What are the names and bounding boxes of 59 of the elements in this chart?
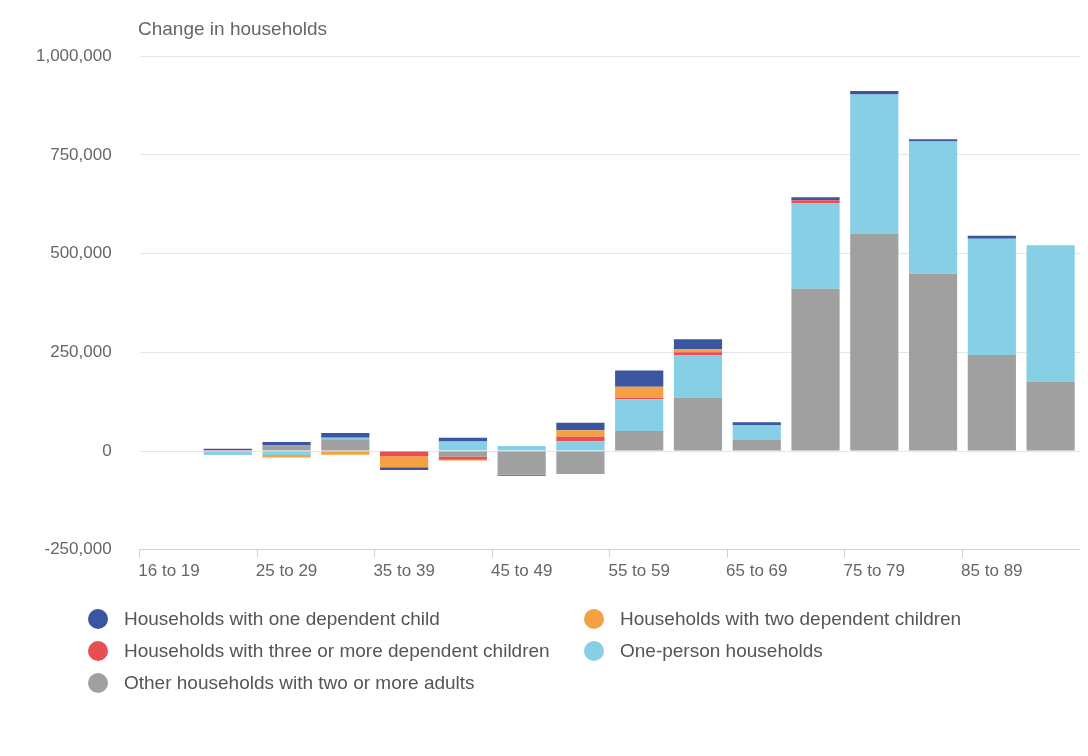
bar [262, 445, 311, 451]
bar [1026, 381, 1075, 451]
bar [673, 355, 723, 398]
bar [321, 451, 370, 455]
bar [615, 430, 664, 451]
bar [556, 422, 605, 431]
legend-label: Households with two dependent children [620, 608, 962, 630]
bar [791, 203, 840, 289]
bar [850, 233, 899, 451]
bar [673, 339, 723, 350]
x-tick-label: 85 to 89 [961, 560, 1023, 580]
x-tick-label: 45 to 49 [490, 560, 553, 580]
x-tick-label: 75 to 79 [843, 560, 906, 580]
bar [556, 441, 605, 451]
bar [732, 440, 781, 451]
x-tick-label: 35 to 39 [373, 560, 435, 580]
legend-label: Households with three or more dependent children [124, 640, 550, 662]
bar [438, 437, 487, 442]
bar [556, 436, 605, 442]
y-tick-label: -250,000 [44, 539, 112, 559]
y-tick-label: 1,000,000 [35, 45, 112, 65]
x-tick-label: 65 to 69 [726, 560, 788, 580]
bar [321, 439, 370, 451]
bar [615, 386, 664, 398]
y-tick-label: 0 [102, 440, 112, 460]
bar [908, 273, 958, 451]
legend-label: One-person households [620, 640, 823, 662]
bar [967, 238, 1016, 356]
legend-label: Other households with two or more adults [124, 672, 475, 694]
y-tick-label: 750,000 [50, 144, 112, 164]
y-tick-label: 250,000 [50, 342, 112, 362]
bar [615, 399, 664, 431]
bar [1026, 245, 1075, 382]
bar [497, 451, 546, 475]
bar [732, 422, 781, 426]
x-tick-label: 16 to 19 [138, 560, 200, 580]
bar [732, 425, 781, 441]
bar [321, 432, 370, 438]
bar [380, 456, 429, 468]
bar [908, 141, 958, 274]
bar [556, 451, 605, 474]
bar [850, 90, 899, 95]
legend-label: Households with one dependent child [124, 608, 440, 630]
bar [380, 467, 429, 471]
bar [497, 445, 546, 451]
bar [850, 94, 899, 234]
x-tick-label: 55 to 59 [608, 560, 670, 580]
bar [791, 288, 840, 451]
bar [967, 235, 1016, 239]
bar [967, 355, 1016, 451]
y-tick-label: 500,000 [50, 243, 112, 263]
x-tick-label: 25 to 29 [255, 560, 318, 580]
bar [673, 397, 723, 451]
bar [556, 430, 605, 437]
bar [615, 370, 664, 387]
bar [438, 441, 487, 451]
bar [438, 451, 487, 457]
bar [262, 442, 311, 446]
y-axis-title: Change in households [138, 18, 328, 40]
